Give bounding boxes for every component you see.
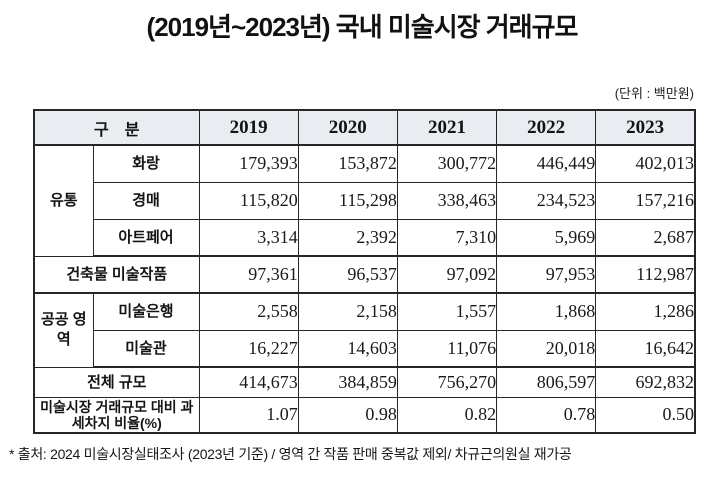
- value-cell: 0.98: [297, 396, 398, 434]
- value-cell: 97,092: [396, 255, 498, 294]
- page-title: (2019년~2023년) 국내 미술시장 거래규모: [146, 12, 579, 42]
- value-cell: 414,673: [198, 366, 299, 398]
- table-row-total: 전체 규모 414,673 384,859 756,270 806,597 69…: [33, 366, 696, 398]
- total-row-label: 전체 규모: [33, 366, 200, 398]
- value-cell: 3,314: [198, 218, 299, 257]
- table-row-artfair: 아트페어 3,314 2,392 7,310 5,969 2,687: [34, 218, 696, 257]
- row-label: 건축물 미술작품: [33, 255, 200, 294]
- year-header-2023: 2023: [595, 109, 696, 146]
- value-cell: 0.82: [396, 396, 498, 434]
- value-cell: 1,557: [396, 292, 498, 331]
- value-cell: 446,449: [496, 144, 597, 183]
- table-row-tax-ratio: 미술시장 거래규모 대비 과세차지 비율(%) 1.07 0.98 0.82 0…: [33, 396, 696, 434]
- value-cell: 2,687: [595, 218, 696, 257]
- value-cell: 0.78: [496, 396, 597, 434]
- row-label: 아트페어: [92, 218, 200, 257]
- value-cell: 96,537: [297, 255, 398, 294]
- value-cell: 0.50: [595, 396, 696, 434]
- value-cell: 2,392: [297, 218, 398, 257]
- value-cell: 112,987: [595, 255, 696, 294]
- value-cell: 5,969: [496, 218, 597, 257]
- year-header-2020: 2020: [297, 109, 398, 146]
- value-cell: 7,310: [396, 218, 498, 257]
- tax-ratio-row-label: 미술시장 거래규모 대비 과세차지 비율(%): [33, 396, 200, 434]
- group-label-public-sector: 공공 영역: [33, 292, 94, 368]
- value-cell: 402,013: [595, 144, 696, 183]
- row-label: 미술관: [92, 329, 200, 368]
- value-cell: 16,642: [595, 329, 696, 368]
- value-cell: 11,076: [396, 329, 498, 368]
- group-label-distribution: 유통: [33, 144, 94, 257]
- table-header-row: 구 분 2019 2020 2021 2022 2023: [33, 109, 696, 146]
- value-cell: 97,361: [198, 255, 299, 294]
- value-cell: 806,597: [496, 366, 597, 398]
- value-cell: 234,523: [496, 181, 597, 220]
- table-row-gallery: 유통 화랑 179,393 153,872 300,772 446,449 40…: [33, 144, 696, 257]
- value-cell: 300,772: [396, 144, 498, 183]
- value-cell: 692,832: [595, 366, 696, 398]
- value-cell: 2,558: [198, 292, 299, 331]
- source-footnote: * 출처: 2024 미술시장실태조사 (2023년 기준) / 영역 간 작품…: [9, 446, 572, 462]
- value-cell: 1,868: [496, 292, 597, 331]
- value-cell: 338,463: [396, 181, 498, 220]
- value-cell: 115,298: [297, 181, 398, 220]
- row-label: 경매: [92, 181, 200, 220]
- table-row-museum: 미술관 16,227 14,603 11,076 20,018 16,642: [34, 329, 696, 368]
- value-cell: 153,872: [297, 144, 398, 183]
- value-cell: 16,227: [198, 329, 299, 368]
- year-header-2022: 2022: [496, 109, 597, 146]
- table-row-artbank: 공공 영역 미술은행 2,558 2,158 1,557 1,868 1,286: [33, 292, 696, 368]
- value-cell: 97,953: [496, 255, 597, 294]
- value-cell: 179,393: [198, 144, 299, 183]
- row-label: 미술은행: [92, 292, 200, 331]
- value-cell: 2,158: [297, 292, 398, 331]
- value-cell: 20,018: [496, 329, 597, 368]
- year-header-2021: 2021: [396, 109, 498, 146]
- table-row-building-artworks: 건축물 미술작품 97,361 96,537 97,092 97,953 112…: [33, 255, 696, 294]
- value-cell: 115,820: [198, 181, 299, 220]
- value-cell: 384,859: [297, 366, 398, 398]
- value-cell: 14,603: [297, 329, 398, 368]
- unit-note: (단위 : 백만원): [614, 86, 694, 101]
- row-label: 화랑: [92, 144, 200, 183]
- corner-header: 구 분: [33, 109, 200, 146]
- value-cell: 1.07: [198, 396, 299, 434]
- table-row-auction: 경매 115,820 115,298 338,463 234,523 157,2…: [34, 181, 696, 220]
- value-cell: 1,286: [595, 292, 696, 331]
- value-cell: 157,216: [595, 181, 696, 220]
- art-market-table: 구 분 2019 2020 2021 2022 2023 유통 화랑 179,3…: [33, 109, 696, 434]
- value-cell: 756,270: [396, 366, 498, 398]
- year-header-2019: 2019: [198, 109, 299, 146]
